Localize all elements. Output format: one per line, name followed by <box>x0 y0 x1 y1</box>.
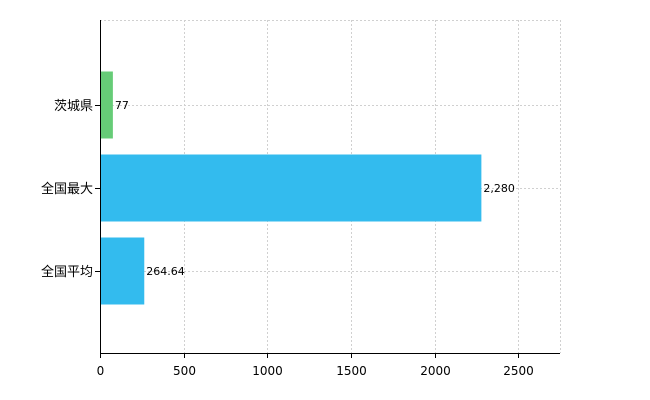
x-tick-label-5: 2500 <box>503 364 534 378</box>
category-label-0: 茨城県 <box>54 99 93 114</box>
x-tick-label-4: 2000 <box>420 364 451 378</box>
bar-2 <box>101 238 144 305</box>
bar-1 <box>101 155 481 222</box>
x-tick-label-2: 1000 <box>252 364 283 378</box>
x-tick-label-0: 0 <box>97 364 105 378</box>
data-label-0: 77 <box>115 99 129 112</box>
x-tick-label-3: 1500 <box>336 364 367 378</box>
category-label-1: 全国最大 <box>41 181 93 197</box>
bar-0 <box>101 72 113 139</box>
x-tick-label-1: 500 <box>173 364 196 378</box>
category-label-2: 全国平均 <box>41 264 93 280</box>
data-label-1: 2,280 <box>483 182 515 195</box>
data-label-2: 264.64 <box>146 265 185 278</box>
